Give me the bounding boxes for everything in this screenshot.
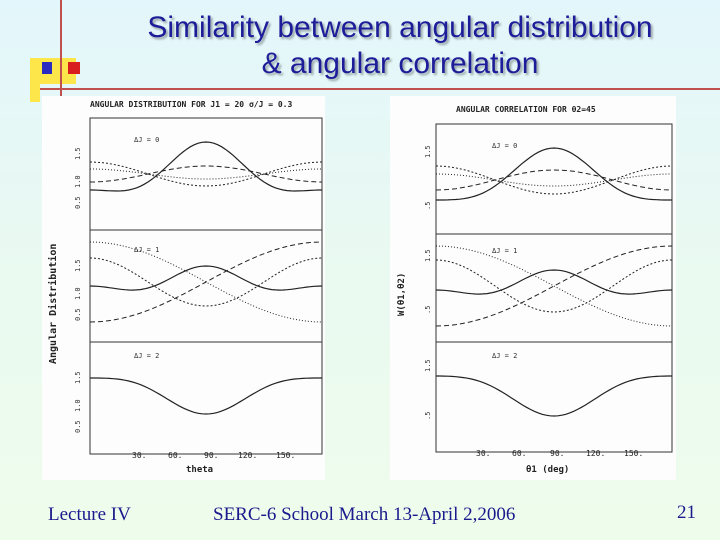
curve-panel-3-1 — [436, 375, 672, 417]
angular-distribution-plot: ANGULAR DISTRIBUTION FOR J1 = 20 σ/J = 0… — [47, 100, 323, 475]
slide-number: 21 — [677, 502, 696, 523]
right-ytick: .5 — [424, 306, 432, 314]
left-xtick: 150. — [276, 451, 295, 460]
left-panel-labels: ΔJ = 0 ΔJ = 1 ΔJ = 2 — [134, 136, 159, 360]
curve-panel-2-3 — [89, 241, 323, 323]
right-ytick: 1.5 — [424, 359, 432, 372]
right-ytick: .5 — [424, 202, 432, 210]
right-ytick: .5 — [424, 412, 432, 420]
left-ytick: 0.5 — [74, 420, 82, 433]
curve-panel-3-1 — [90, 377, 322, 415]
right-xtick: 30. — [476, 449, 490, 458]
right-axes-frame — [435, 123, 673, 453]
curve-panel-1-4 — [436, 173, 672, 187]
deco-vertical-line — [60, 0, 62, 100]
curve-panel-2-1 — [435, 269, 673, 295]
curve-panel-1-1 — [90, 141, 322, 192]
right-curves — [435, 147, 673, 417]
left-xtick: 30. — [132, 451, 146, 460]
curve-panel-2-2 — [89, 241, 323, 323]
deco-yellow-square-small — [30, 60, 40, 102]
left-ytick: 1.5 — [74, 147, 82, 160]
curve-panel-2-1 — [89, 265, 323, 291]
right-xtick: 60. — [512, 449, 526, 458]
right-xticks: 30. 60. 90. 120. 150. — [476, 449, 643, 458]
right-panel-labels: ΔJ = 0 ΔJ = 1 ΔJ = 2 — [492, 142, 517, 360]
right-ytick: 1.5 — [424, 145, 432, 158]
right-xtick: 120. — [586, 449, 605, 458]
left-ytick: 1.0 — [74, 399, 82, 412]
deco-red-square — [68, 62, 80, 74]
slide-title-line-2: & angular correlation — [261, 47, 539, 80]
right-xtick: 90. — [550, 449, 564, 458]
left-figure-title: ANGULAR DISTRIBUTION FOR J1 = 20 σ/J = 0… — [90, 100, 292, 109]
left-ytick: 1.0 — [74, 287, 82, 300]
curve-panel-2-4 — [435, 259, 673, 313]
right-panel-label: ΔJ = 2 — [492, 352, 517, 360]
left-xtick: 90. — [204, 451, 218, 460]
left-yticks: 0.5 1.0 1.5 0.5 1.0 1.5 0.5 1.0 1.5 — [74, 147, 82, 433]
right-ytick: 1.5 — [424, 249, 432, 262]
curve-panel-2-4 — [89, 257, 323, 307]
right-xtick: 150. — [624, 449, 643, 458]
angular-correlation-plot: ANGULAR CORRELATION FOR θ2=45 .5 1.5 .5 … — [397, 105, 673, 475]
left-panel-label: ΔJ = 1 — [134, 246, 159, 254]
right-yticks: .5 1.5 .5 1.5 .5 1.5 — [424, 145, 432, 420]
curve-panel-1-2 — [89, 161, 323, 187]
left-xtick: 120. — [238, 451, 257, 460]
slide-title: Similarity between angular distribution … — [80, 10, 720, 82]
left-xlabel: theta — [186, 465, 213, 475]
curve-panel-1-2 — [435, 165, 673, 195]
left-panel-label: ΔJ = 2 — [134, 352, 159, 360]
right-ylabel: W(θ1,θ2) — [397, 273, 407, 316]
left-ytick: 1.5 — [74, 371, 82, 384]
left-ytick: 0.5 — [74, 196, 82, 209]
angular-distribution-figure: ANGULAR DISTRIBUTION FOR J1 = 20 σ/J = 0… — [42, 96, 325, 480]
deco-horizontal-line — [40, 88, 720, 90]
right-panel-label: ΔJ = 1 — [492, 247, 517, 255]
deco-blue-square — [42, 62, 52, 74]
curve-panel-2-2 — [435, 245, 673, 327]
curve-panel-1-1 — [436, 147, 672, 201]
curve-panel-1-3 — [90, 165, 322, 183]
right-xlabel: θ1 (deg) — [526, 465, 569, 475]
left-axes-frame — [89, 117, 323, 455]
left-xtick: 60. — [168, 451, 182, 460]
angular-correlation-figure: ANGULAR CORRELATION FOR θ2=45 .5 1.5 .5 … — [390, 96, 676, 480]
left-ylabel: Angular Distribution — [47, 244, 59, 364]
left-xticks: 30. 60. 90. 120. 150. — [132, 451, 295, 460]
curve-panel-1-4 — [90, 168, 322, 180]
slide-title-line-1: Similarity between angular distribution — [147, 11, 653, 44]
right-panel-label: ΔJ = 0 — [492, 142, 517, 150]
left-curves — [89, 141, 323, 415]
left-panel-label: ΔJ = 0 — [134, 136, 159, 144]
left-ytick: 0.5 — [74, 308, 82, 321]
footer-lecture: Lecture IV — [48, 504, 131, 525]
right-figure-title: ANGULAR CORRELATION FOR θ2=45 — [456, 105, 596, 114]
curve-panel-1-3 — [435, 169, 673, 191]
footer-school: SERC-6 School March 13-April 2,2006 — [213, 504, 516, 525]
curve-panel-2-3 — [435, 245, 673, 327]
left-ytick: 1.5 — [74, 259, 82, 272]
left-ytick: 1.0 — [74, 175, 82, 188]
